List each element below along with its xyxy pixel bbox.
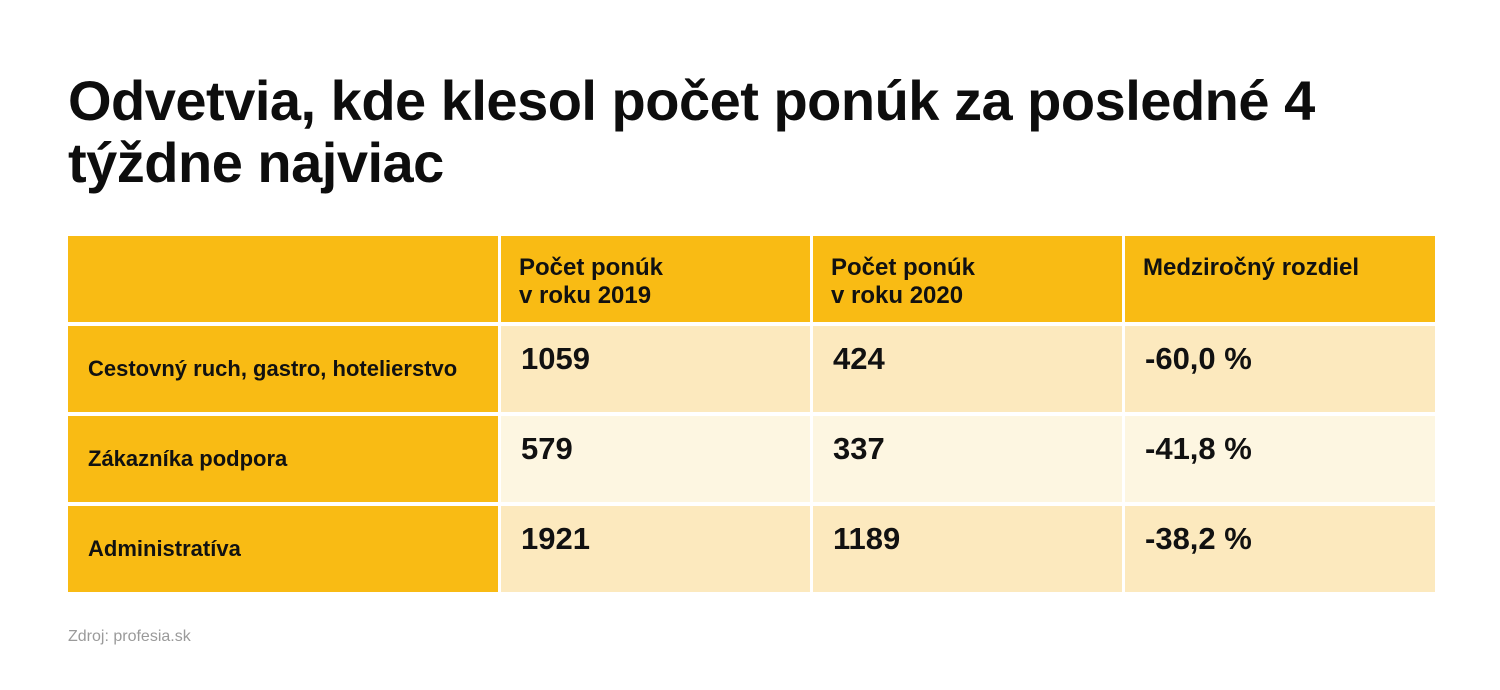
- header-2020-line2: v roku 2020: [831, 282, 964, 309]
- value-tourism-diff: -60,0 %: [1125, 326, 1435, 412]
- value-tourism-2019: 1059: [501, 326, 810, 412]
- header-cell-2019: Počet ponúk v roku 2019: [501, 236, 810, 322]
- value-admin-2019: 1921: [501, 506, 810, 592]
- header-2020-line1: Počet ponúk: [831, 254, 976, 281]
- value-support-diff: -41,8 %: [1125, 416, 1435, 502]
- header-2019-line2: v roku 2019: [519, 282, 652, 309]
- source-note: Zdroj: profesia.sk: [68, 628, 191, 645]
- chart-title: Odvetvia, kde klesol počet ponúk za posl…: [68, 69, 1315, 194]
- row-label-admin: Administratíva: [68, 506, 498, 592]
- header-diff-label: Medziročný rozdiel: [1143, 254, 1360, 281]
- value-support-2019: 579: [501, 416, 810, 502]
- row-label-tourism: Cestovný ruch, gastro, hotelierstvo: [68, 326, 498, 412]
- header-cell-diff: Medziročný rozdiel: [1125, 236, 1435, 322]
- value-admin-2020: 1189: [813, 506, 1122, 592]
- row-label-support: Zákazníka podpora: [68, 416, 498, 502]
- header-2019-line1: Počet ponúk: [519, 254, 664, 281]
- value-support-2020: 337: [813, 416, 1122, 502]
- header-cell-empty: [68, 236, 498, 322]
- header-cell-2020: Počet ponúk v roku 2020: [813, 236, 1122, 322]
- value-admin-diff: -38,2 %: [1125, 506, 1435, 592]
- value-tourism-2020: 424: [813, 326, 1122, 412]
- offers-table: Počet ponúk v roku 2019 Počet ponúk v ro…: [68, 236, 1435, 594]
